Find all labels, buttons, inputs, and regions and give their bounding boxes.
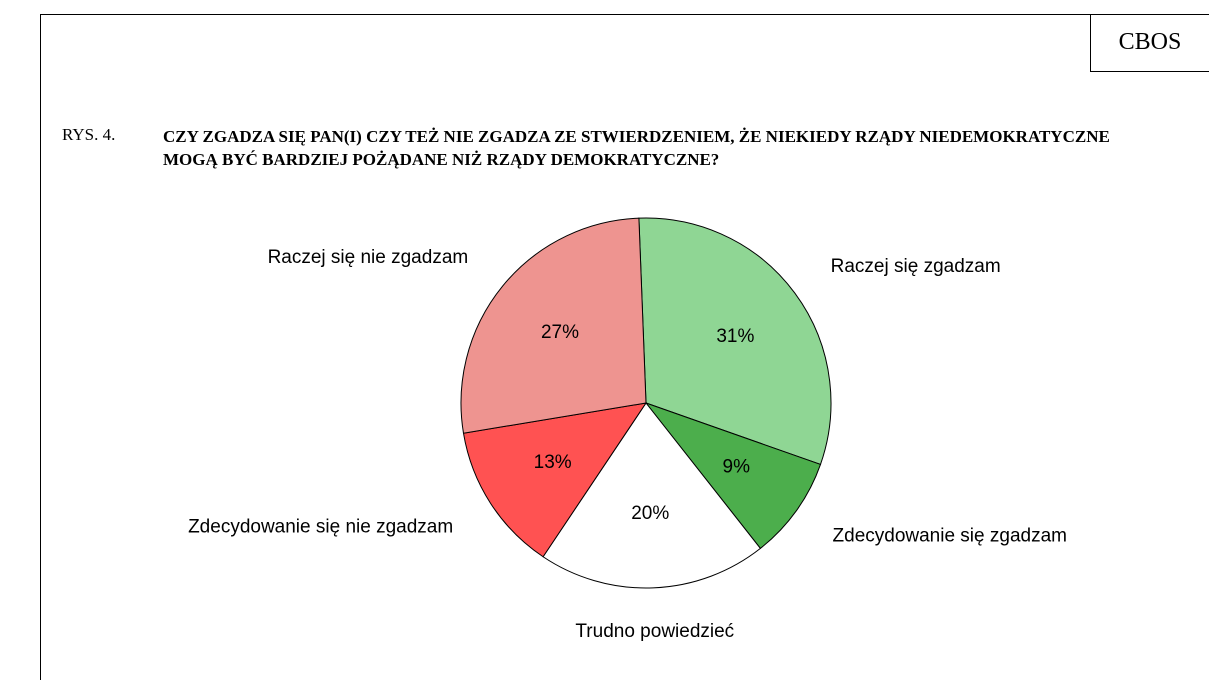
category-label: Raczej się nie zgadzam [268, 247, 469, 268]
pie-slice [644, 401, 822, 550]
pie-slice [462, 402, 648, 558]
value-label: 13% [534, 452, 572, 473]
badge: CBOS [1090, 14, 1209, 72]
pie-slice [542, 402, 762, 589]
pie-slice [638, 217, 832, 466]
category-label: Zdecydowanie się nie zgadzam [188, 516, 453, 537]
chart-title: CZY ZGADZA SIĘ PAN(I) CZY TEŻ NIE ZGADZA… [163, 127, 1110, 169]
category-label: Zdecydowanie się zgadzam [833, 526, 1067, 547]
category-label: Trudno powiedzieć [575, 621, 734, 642]
value-label: 27% [541, 322, 579, 343]
value-label: 20% [631, 503, 669, 524]
value-label: 9% [723, 457, 751, 478]
frame [40, 14, 1209, 680]
figure-label: RYS. 4. [62, 125, 116, 144]
category-label: Raczej się zgadzam [831, 256, 1001, 277]
pie-slice [460, 217, 647, 434]
value-label: 31% [716, 326, 754, 347]
